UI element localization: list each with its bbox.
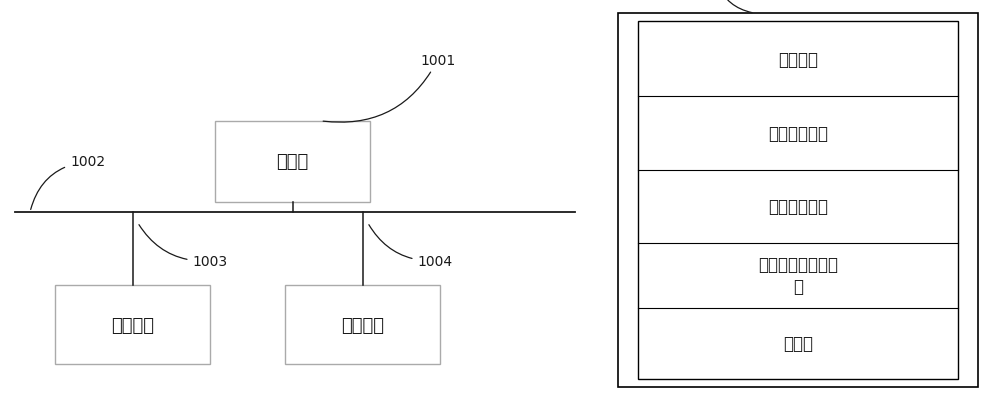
- Bar: [285, 286, 440, 364]
- Text: 网络通信模块: 网络通信模块: [768, 125, 828, 143]
- Text: 应用程序模块: 应用程序模块: [768, 198, 828, 215]
- Bar: [618, 14, 978, 387]
- Bar: [638, 22, 958, 379]
- Text: 1005: 1005: [697, 0, 752, 14]
- Bar: [215, 122, 370, 202]
- Text: 存储器: 存储器: [783, 334, 813, 352]
- Text: 处理器: 处理器: [276, 153, 309, 171]
- Text: 1003: 1003: [139, 225, 228, 268]
- Text: 输出端口: 输出端口: [341, 316, 384, 334]
- Text: 输入端口: 输入端口: [111, 316, 154, 334]
- Bar: [55, 286, 210, 364]
- Text: 1001: 1001: [323, 54, 455, 123]
- Text: 操作系统: 操作系统: [778, 51, 818, 69]
- Text: 1002: 1002: [31, 155, 105, 210]
- Text: 1004: 1004: [369, 225, 453, 268]
- Text: 旋变的状态检测程
序: 旋变的状态检测程 序: [758, 255, 838, 296]
